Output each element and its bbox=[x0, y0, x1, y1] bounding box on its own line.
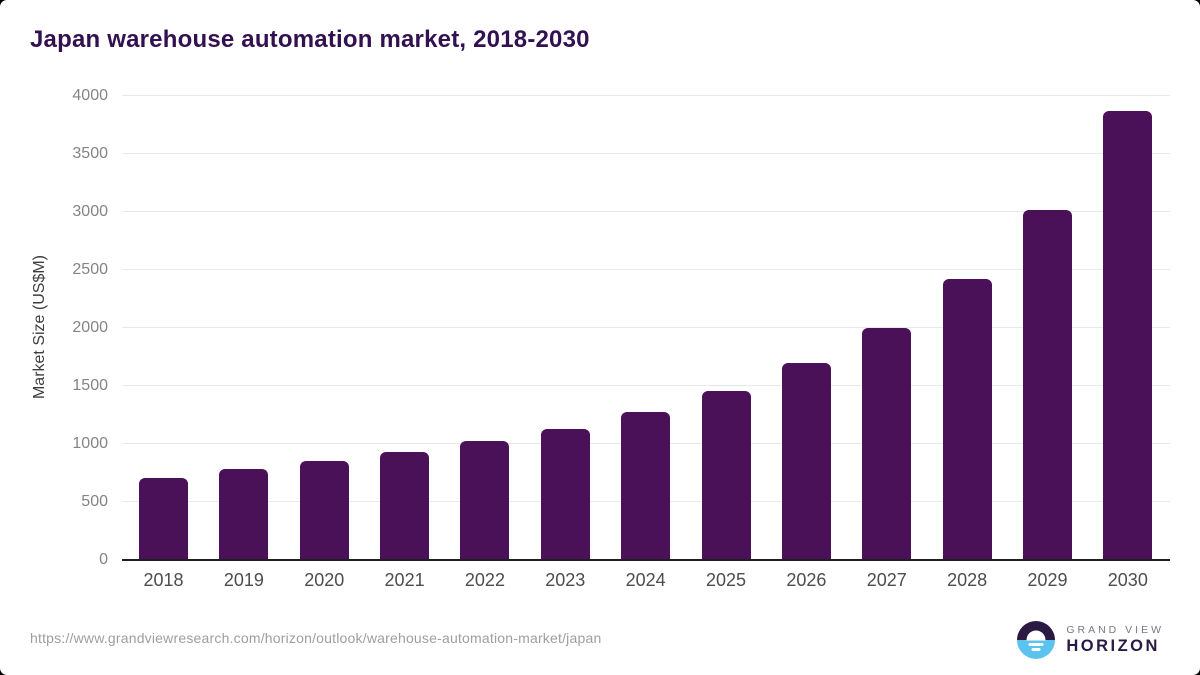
chart-title: Japan warehouse automation market, 2018-… bbox=[30, 26, 590, 53]
bar-2022[interactable] bbox=[460, 441, 510, 560]
logo-text: GRAND VIEW HORIZON bbox=[1066, 624, 1164, 656]
plot-area bbox=[122, 95, 1170, 561]
y-tick-label: 3000 bbox=[72, 203, 108, 220]
x-tick-label-2019: 2019 bbox=[223, 570, 264, 590]
y-tick-label: 4000 bbox=[72, 87, 108, 104]
bar-2020[interactable] bbox=[299, 461, 349, 560]
bar-2018[interactable] bbox=[139, 477, 188, 560]
source-url: https://www.grandviewresearch.com/horizo… bbox=[30, 630, 602, 646]
bar-2029[interactable] bbox=[1022, 210, 1072, 560]
x-tick-label-2022: 2022 bbox=[464, 570, 505, 590]
x-tick-label-2026: 2026 bbox=[786, 570, 827, 590]
y-tick-label: 0 bbox=[99, 551, 108, 568]
grand-view-horizon-logo: GRAND VIEW HORIZON bbox=[1017, 621, 1164, 659]
gridline bbox=[122, 211, 1170, 212]
logo-text-horizon: HORIZON bbox=[1066, 637, 1160, 655]
x-tick-label-2018: 2018 bbox=[143, 570, 184, 590]
y-tick-label: 3500 bbox=[72, 145, 108, 162]
bar-2025[interactable] bbox=[701, 390, 751, 560]
x-tick-label-2025: 2025 bbox=[705, 570, 747, 590]
bar-2024[interactable] bbox=[621, 412, 671, 560]
y-tick-label: 500 bbox=[81, 493, 108, 510]
x-tick-label-2020: 2020 bbox=[304, 570, 345, 590]
bar-2019[interactable] bbox=[219, 468, 269, 560]
bar-2030[interactable] bbox=[1103, 111, 1153, 560]
sun-dome-shape bbox=[1026, 630, 1046, 640]
y-tick-label: 2000 bbox=[72, 319, 108, 336]
horizon-reflection-line bbox=[1028, 642, 1044, 646]
x-tick-label-2023: 2023 bbox=[545, 570, 586, 590]
bar-2028[interactable] bbox=[942, 278, 992, 560]
x-tick-label-2021: 2021 bbox=[384, 570, 425, 590]
y-tick-label: 1500 bbox=[72, 377, 108, 394]
x-tick-label-2027: 2027 bbox=[866, 570, 907, 590]
bar-2021[interactable] bbox=[380, 452, 430, 560]
gridline bbox=[122, 153, 1170, 154]
y-tick-label: 1000 bbox=[72, 435, 108, 452]
gridline bbox=[122, 95, 1170, 96]
bar-2027[interactable] bbox=[862, 328, 912, 560]
x-tick-label-2028: 2028 bbox=[947, 570, 988, 590]
y-tick-label: 2500 bbox=[72, 261, 108, 278]
gridline bbox=[122, 269, 1170, 270]
x-tick-label-2029: 2029 bbox=[1027, 570, 1068, 590]
x-tick-label-2024: 2024 bbox=[625, 570, 666, 590]
bar-2026[interactable] bbox=[781, 363, 831, 560]
bar-2023[interactable] bbox=[540, 428, 590, 560]
y-axis-tick-labels: 0 500 1000 1500 2000 2500 3000 3500 4000 bbox=[0, 87, 108, 568]
x-axis-line bbox=[122, 559, 1170, 561]
horizon-reflection-line bbox=[1031, 648, 1041, 651]
x-tick-label-2030: 2030 bbox=[1107, 570, 1148, 590]
gridline bbox=[122, 385, 1170, 386]
gridline bbox=[122, 327, 1170, 328]
logo-text-grand-view: GRAND VIEW bbox=[1066, 624, 1164, 636]
x-axis-tick-labels: 2018 2019 2020 2021 2022 2023 2024 2025 2026 2027… bbox=[122, 568, 1170, 594]
horizon-sun-icon bbox=[1017, 621, 1056, 659]
